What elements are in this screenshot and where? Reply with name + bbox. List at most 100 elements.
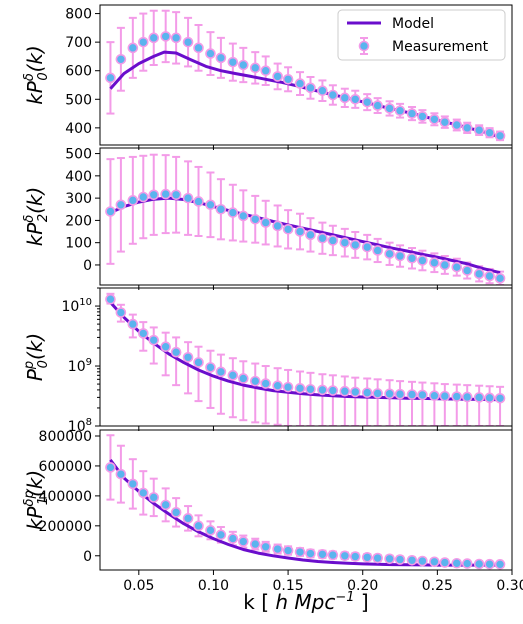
measurement-point bbox=[193, 357, 204, 368]
measurement-point bbox=[148, 492, 160, 503]
measurement-point bbox=[294, 546, 306, 558]
measurement-point bbox=[272, 543, 283, 555]
measurement-point bbox=[105, 293, 116, 305]
measurement-point bbox=[473, 558, 485, 570]
measurement-point bbox=[484, 392, 495, 404]
measurement-point bbox=[127, 478, 139, 490]
measurement-point bbox=[339, 92, 351, 104]
data-layer-bottom bbox=[105, 434, 506, 570]
measurement-point bbox=[170, 507, 182, 518]
measurement-point bbox=[384, 388, 395, 400]
y-tick-label: 600000 bbox=[39, 459, 92, 475]
axes-frame bbox=[99, 287, 513, 427]
measurement-point bbox=[272, 380, 283, 391]
measurement-point bbox=[429, 257, 440, 269]
x-tick-label: 0.30 bbox=[496, 578, 523, 594]
data-layer-second bbox=[105, 153, 506, 285]
measurement-point bbox=[249, 375, 261, 387]
measurement-point bbox=[215, 529, 227, 541]
panel-bottom: 0 200000 400000 600000 800000 0.05 0.10 0.15 0.2… bbox=[22, 429, 523, 614]
measurement-point bbox=[238, 373, 249, 384]
measurement-point bbox=[170, 32, 182, 44]
measurement-point bbox=[451, 391, 463, 402]
y-axis-label: kPδp1(k) bbox=[22, 470, 51, 530]
measurement-point bbox=[417, 255, 428, 266]
measurement-point bbox=[417, 389, 428, 401]
measurement-point bbox=[417, 555, 428, 567]
measurement-point bbox=[372, 245, 383, 256]
measurement-point bbox=[361, 387, 373, 398]
measurement-point bbox=[215, 203, 227, 215]
y-tick-label: 500 bbox=[65, 147, 92, 163]
legend-measurement-label: Measurement bbox=[392, 39, 489, 55]
measurement-point bbox=[205, 525, 216, 536]
measurement-point bbox=[282, 381, 294, 393]
measurement-point bbox=[461, 122, 473, 134]
measurement-point bbox=[361, 551, 373, 563]
measurement-point bbox=[317, 548, 328, 560]
measurement-point bbox=[394, 388, 406, 400]
measurement-point bbox=[406, 252, 418, 264]
data-layer-third bbox=[105, 292, 506, 426]
y-axis-label: kPδ2(k) bbox=[22, 187, 51, 247]
measurement-point bbox=[215, 366, 227, 378]
measurement-point bbox=[327, 385, 339, 396]
y-tick-label: 200 bbox=[65, 213, 92, 229]
measurement-point bbox=[227, 533, 239, 544]
measurement-point bbox=[127, 195, 139, 206]
measurement-point bbox=[451, 119, 463, 131]
measurement-point bbox=[439, 557, 451, 568]
measurement-point bbox=[148, 32, 160, 44]
legend-model-label: Model bbox=[392, 16, 434, 32]
measurement-point bbox=[317, 85, 328, 97]
measurement-point bbox=[160, 341, 171, 353]
measurement-point bbox=[238, 536, 249, 547]
measurement-point bbox=[160, 188, 171, 200]
measurement-point bbox=[105, 72, 116, 84]
measurement-point bbox=[361, 241, 373, 253]
measurement-point bbox=[137, 191, 149, 203]
measurement-point bbox=[205, 48, 216, 59]
measurement-point bbox=[127, 318, 139, 330]
measurement-point bbox=[137, 328, 149, 339]
measurement-point bbox=[327, 89, 339, 101]
measurement-point bbox=[227, 207, 239, 218]
measurement-point bbox=[317, 384, 328, 396]
measurement-point bbox=[494, 392, 506, 404]
measurement-point bbox=[205, 362, 216, 373]
measurement-point bbox=[260, 541, 271, 553]
y-tick-label: 500 bbox=[65, 92, 92, 108]
y-tick-label: 700 bbox=[65, 35, 92, 51]
measurement-point bbox=[494, 559, 506, 570]
measurement-point bbox=[327, 549, 339, 561]
measurement-point bbox=[429, 113, 440, 125]
measurement-point bbox=[193, 42, 204, 54]
x-tick-label: 0.25 bbox=[422, 578, 453, 594]
measurement-point bbox=[115, 307, 127, 318]
measurement-point bbox=[406, 554, 418, 566]
measurement-point bbox=[484, 558, 495, 570]
y-tick-label: 108 bbox=[68, 417, 92, 435]
axes-frame bbox=[99, 429, 513, 571]
measurement-point bbox=[170, 189, 182, 201]
measurement-point bbox=[282, 224, 294, 235]
measurement-point bbox=[439, 390, 451, 402]
measurement-point bbox=[294, 383, 306, 394]
measurement-point bbox=[260, 378, 271, 389]
measurement-point bbox=[305, 383, 316, 395]
measurement-point bbox=[439, 259, 451, 271]
measurement-point bbox=[148, 189, 160, 201]
measurement-point bbox=[349, 551, 361, 562]
measurement-point bbox=[305, 229, 316, 241]
y-tick-label: 109 bbox=[68, 357, 92, 375]
measurement-point bbox=[272, 220, 283, 232]
axes-frame bbox=[99, 147, 513, 286]
measurement-point bbox=[305, 82, 316, 94]
measurement-point bbox=[282, 73, 294, 85]
y-tick-label: 100 bbox=[65, 236, 92, 252]
model-line bbox=[109, 458, 501, 567]
measurement-point bbox=[461, 265, 473, 276]
measurement-point bbox=[339, 237, 351, 248]
measurement-point bbox=[429, 390, 440, 402]
